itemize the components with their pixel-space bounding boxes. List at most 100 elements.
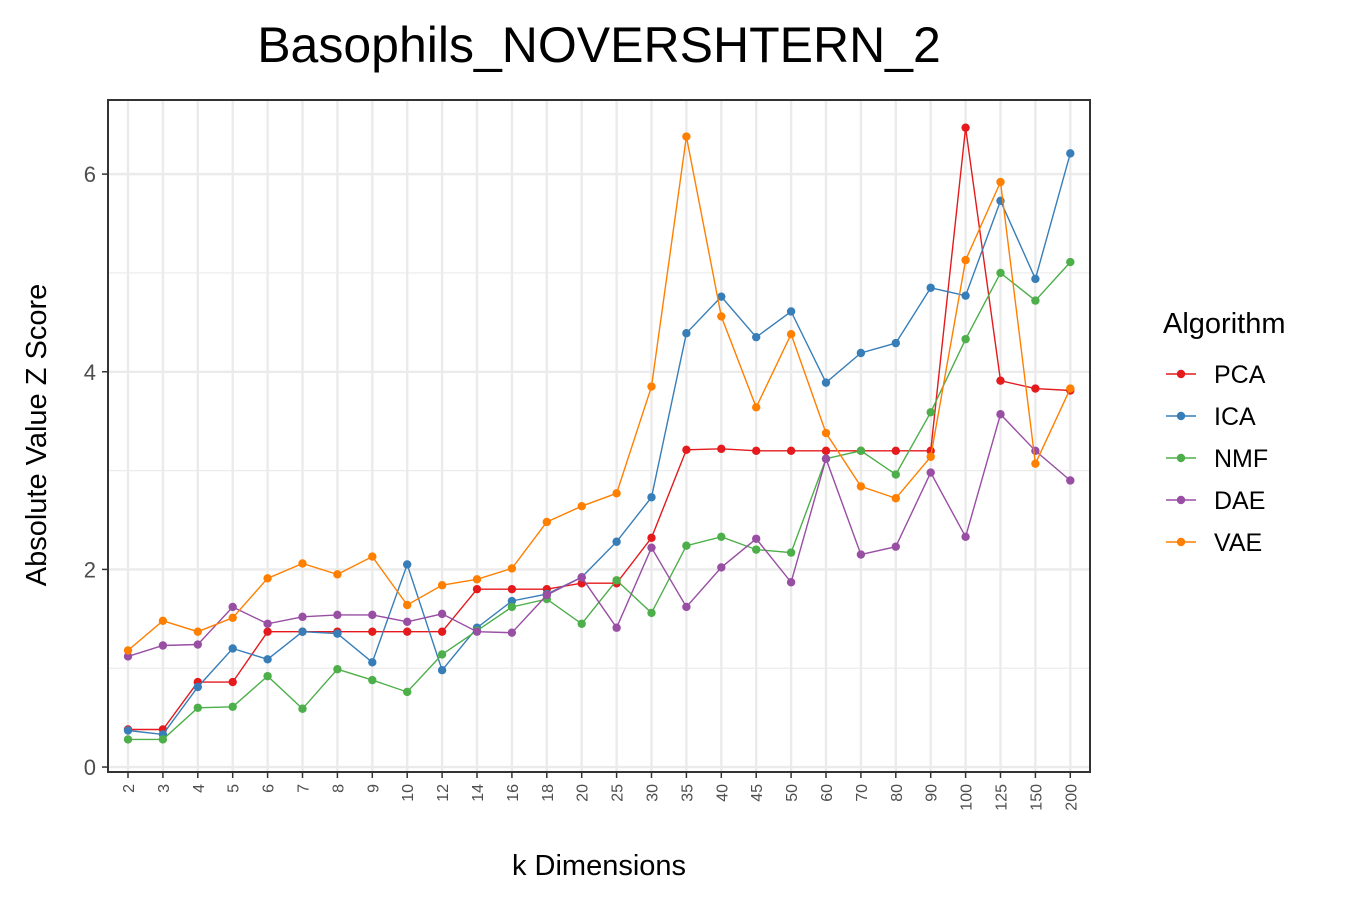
data-point-dae — [891, 542, 900, 551]
data-point-dae — [821, 454, 831, 463]
data-point-vae — [123, 646, 133, 655]
data-point-vae — [821, 428, 831, 438]
series-line-pca — [128, 127, 1071, 731]
data-point-ica — [926, 283, 935, 292]
data-point-nmf — [961, 334, 970, 344]
data-point-ica — [752, 332, 761, 342]
data-point-ica — [856, 348, 866, 358]
series-dae — [123, 410, 1075, 661]
series-line-ica — [127, 153, 1071, 736]
data-point-dae — [577, 573, 586, 582]
data-point-dae — [333, 610, 342, 620]
data-point-ica — [647, 493, 656, 502]
data-point-pca — [507, 584, 517, 594]
data-point-nmf — [1066, 257, 1075, 267]
x-tick-label: 70 — [854, 784, 871, 802]
legend-item-dae: DAE — [1166, 487, 1265, 515]
x-tick-label: 200 — [1063, 784, 1080, 811]
data-point-dae — [926, 468, 935, 477]
data-point-ica — [368, 658, 377, 667]
x-tick-label: 10 — [400, 784, 417, 802]
data-point-dae — [786, 578, 796, 587]
data-point-nmf — [786, 548, 796, 557]
legend-key-point — [1176, 453, 1186, 463]
x-tick-label: 3 — [156, 784, 173, 793]
x-tick-label: 7 — [296, 784, 313, 793]
x-tick-label: 90 — [924, 784, 941, 802]
x-tick-label: 25 — [610, 784, 627, 802]
data-point-nmf — [368, 675, 377, 685]
x-tick-label: 9 — [365, 784, 382, 793]
data-point-nmf — [298, 704, 307, 713]
data-point-vae — [193, 627, 202, 636]
data-point-ica — [821, 378, 831, 387]
data-point-pca — [437, 627, 447, 636]
data-point-nmf — [507, 602, 517, 612]
data-point-ica — [507, 596, 517, 606]
data-point-nmf — [228, 702, 237, 711]
data-point-vae — [717, 312, 726, 321]
data-point-pca — [752, 446, 761, 456]
data-point-vae — [368, 552, 377, 561]
data-point-dae — [158, 641, 168, 650]
panel-border — [107, 99, 1091, 773]
legend-label: ICA — [1214, 403, 1256, 431]
x-tick-label: 14 — [470, 784, 487, 802]
legend-key-point — [1176, 537, 1186, 547]
series-vae — [123, 132, 1075, 655]
data-point-nmf — [752, 545, 761, 554]
x-tick-label: 30 — [645, 784, 662, 802]
data-point-pca — [786, 446, 796, 456]
data-point-pca — [961, 123, 970, 132]
x-tick-label: 4 — [191, 784, 208, 793]
data-point-nmf — [926, 408, 935, 417]
x-tick-label: 40 — [714, 784, 731, 802]
y-axis-title: Absolute Value Z Score — [21, 284, 53, 587]
data-point-pca — [821, 446, 831, 456]
data-point-vae — [507, 564, 517, 573]
data-point-dae — [752, 534, 761, 543]
data-point-ica — [403, 560, 412, 569]
data-point-nmf — [403, 687, 412, 697]
data-point-dae — [542, 590, 551, 600]
y-axis: 0 2 4 6 — [84, 162, 108, 780]
data-point-ica — [891, 338, 900, 348]
data-point-vae — [263, 574, 272, 583]
data-point-dae — [1066, 476, 1075, 485]
data-point-ica — [228, 644, 237, 653]
data-point-ica — [682, 329, 691, 338]
data-point-pca — [682, 445, 691, 455]
legend-item-nmf: NMF — [1166, 445, 1268, 473]
data-point-pca — [1031, 384, 1040, 393]
x-axis-title: k Dimensions — [512, 850, 686, 882]
data-point-dae — [682, 602, 691, 612]
x-tick-label: 12 — [435, 784, 452, 802]
series-layer — [123, 123, 1075, 744]
data-point-vae — [437, 581, 447, 590]
data-point-pca — [263, 627, 272, 636]
y-tick-label: 4 — [84, 360, 96, 385]
data-point-vae — [891, 494, 900, 503]
x-tick-label: 80 — [889, 784, 906, 802]
data-point-dae — [368, 610, 377, 620]
data-point-ica — [1031, 274, 1040, 284]
data-point-pca — [368, 627, 377, 636]
data-point-dae — [1031, 446, 1040, 456]
data-point-dae — [263, 619, 272, 628]
x-tick-label: 45 — [749, 784, 766, 802]
data-point-dae — [123, 652, 133, 661]
legend-key-point — [1176, 495, 1186, 505]
data-point-vae — [682, 132, 691, 141]
data-point-ica — [786, 307, 796, 316]
data-point-nmf — [158, 735, 168, 744]
data-point-dae — [437, 609, 447, 619]
data-point-dae — [403, 617, 412, 626]
data-point-nmf — [577, 619, 586, 628]
data-point-ica — [612, 537, 621, 546]
data-point-pca — [891, 446, 900, 456]
data-point-ica — [333, 629, 342, 638]
x-tick-label: 35 — [679, 784, 696, 802]
data-point-ica — [1066, 149, 1075, 158]
data-point-ica — [961, 291, 970, 300]
data-point-dae — [298, 612, 307, 622]
